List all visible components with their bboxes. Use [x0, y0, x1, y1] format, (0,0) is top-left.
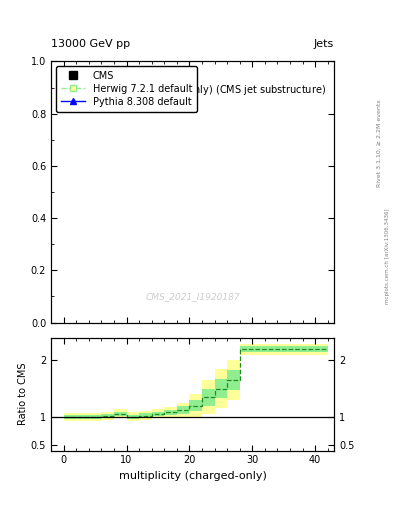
Text: 13000 GeV pp: 13000 GeV pp: [51, 38, 130, 49]
Text: mcplots.cern.ch [arXiv:1306.3436]: mcplots.cern.ch [arXiv:1306.3436]: [385, 208, 389, 304]
Text: Jets: Jets: [314, 38, 334, 49]
X-axis label: multiplicity (charged-only): multiplicity (charged-only): [119, 471, 266, 481]
Text: Rivet 3.1.10, ≥ 2.2M events: Rivet 3.1.10, ≥ 2.2M events: [377, 99, 382, 187]
Legend: CMS, Herwig 7.2.1 default, Pythia 8.308 default: CMS, Herwig 7.2.1 default, Pythia 8.308 …: [56, 66, 197, 112]
Text: Multiplicity $\lambda\_0^{0}$ (charged only) (CMS jet substructure): Multiplicity $\lambda\_0^{0}$ (charged o…: [60, 82, 325, 99]
Text: CMS_2021_I1920187: CMS_2021_I1920187: [145, 292, 240, 301]
Y-axis label: Ratio to CMS: Ratio to CMS: [18, 363, 28, 425]
